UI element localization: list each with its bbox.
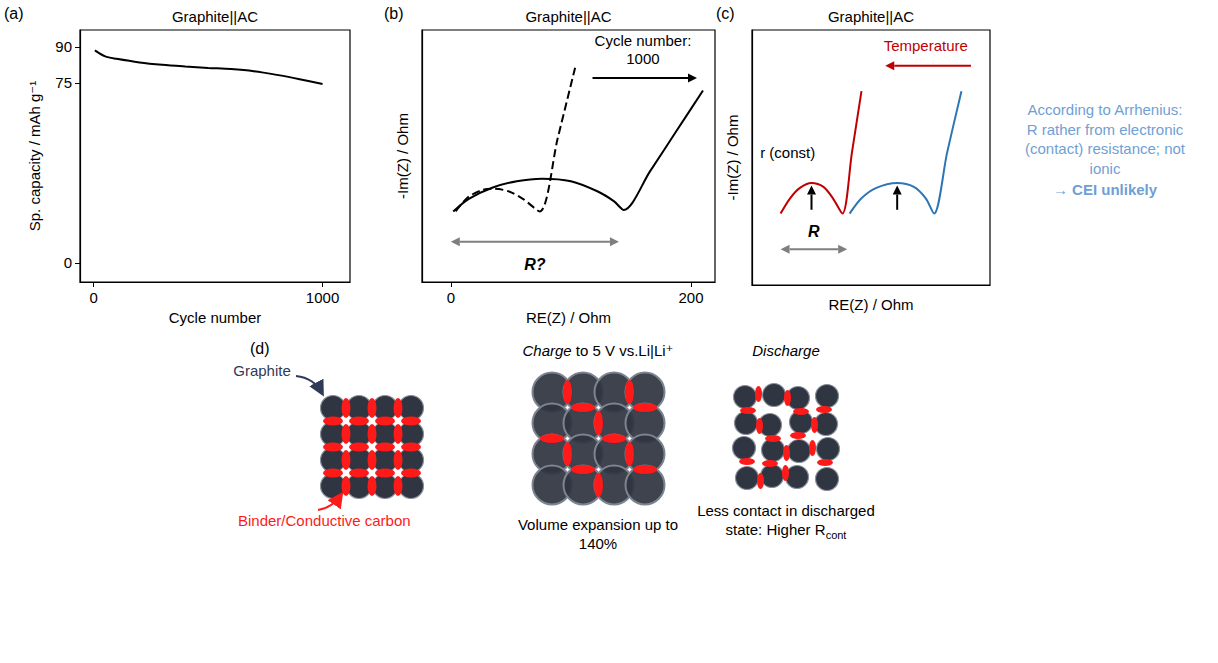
svg-text:200: 200 — [678, 289, 703, 306]
svg-text:90: 90 — [55, 38, 72, 55]
svg-text:-Im(Z) / Ohm: -Im(Z) / Ohm — [724, 115, 741, 201]
svg-text:Charge to 5 V vs.Li|Li⁺: Charge to 5 V vs.Li|Li⁺ — [522, 342, 673, 359]
svg-text:Graphite||AC: Graphite||AC — [172, 8, 258, 25]
svg-text:1000: 1000 — [306, 289, 339, 306]
svg-text:0: 0 — [64, 254, 72, 271]
svg-text:Sp. capacity / mAh g⁻¹: Sp. capacity / mAh g⁻¹ — [26, 81, 43, 231]
svg-text:(a): (a) — [4, 5, 24, 22]
svg-text:state: Higher Rcont: state: Higher Rcont — [726, 521, 847, 541]
svg-text:r (const): r (const) — [760, 144, 815, 161]
html-text:According to Arrhenius: R rath: According to Arrhenius: R rather from el… — [1025, 101, 1185, 177]
svg-text:-Im(Z) / Ohm: -Im(Z) / Ohm — [394, 113, 411, 199]
svg-text:Volume expansion up to: Volume expansion up to — [518, 516, 678, 533]
svg-text:R?: R? — [524, 256, 546, 273]
svg-text:Binder/Conductive carbon: Binder/Conductive carbon — [238, 512, 411, 529]
svg-text:Graphite||AC: Graphite||AC — [828, 8, 914, 25]
svg-text:Temperature: Temperature — [884, 37, 968, 54]
html-text:→ CEI unlikely: → CEI unlikely — [1052, 181, 1158, 198]
svg-text:(d): (d) — [250, 340, 270, 357]
svg-text:(c): (c) — [716, 5, 735, 22]
svg-text:0: 0 — [447, 289, 455, 306]
svg-text:RE(Z) / Ohm: RE(Z) / Ohm — [526, 309, 611, 326]
svg-text:1000: 1000 — [626, 50, 659, 67]
svg-text:(b): (b) — [384, 5, 404, 22]
svg-text:R: R — [808, 223, 820, 240]
svg-text:0: 0 — [90, 289, 98, 306]
svg-text:RE(Z) / Ohm: RE(Z) / Ohm — [829, 296, 914, 313]
svg-text:140%: 140% — [579, 535, 617, 552]
svg-text:Discharge: Discharge — [752, 342, 820, 359]
svg-text:Graphite||AC: Graphite||AC — [525, 8, 611, 25]
svg-text:Less contact in discharged: Less contact in discharged — [697, 502, 875, 519]
svg-text:Cycle number:: Cycle number: — [595, 32, 692, 49]
svg-text:Cycle number: Cycle number — [169, 309, 262, 326]
svg-text:Graphite: Graphite — [233, 362, 291, 379]
svg-text:75: 75 — [55, 74, 72, 91]
